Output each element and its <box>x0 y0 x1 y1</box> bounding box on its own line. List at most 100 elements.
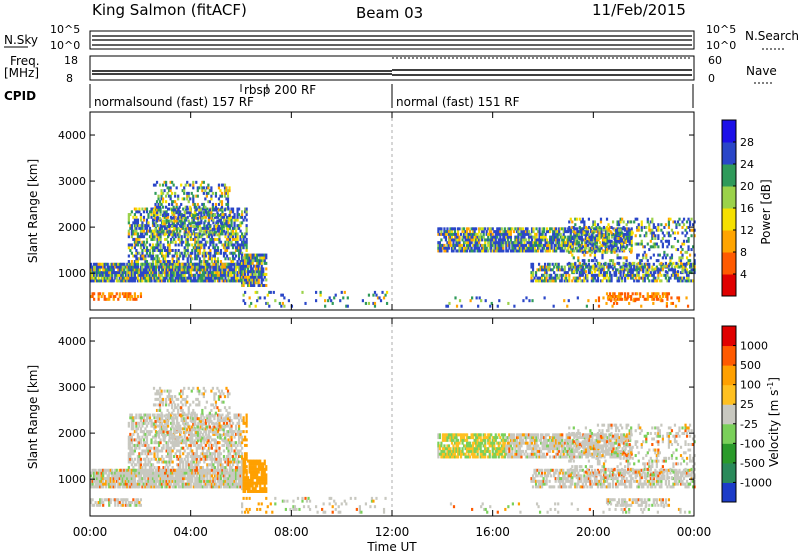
heatmap-cell <box>599 217 603 221</box>
heatmap-cell <box>605 292 609 296</box>
heatmap-cell <box>527 241 531 245</box>
heatmap-cell <box>578 225 581 229</box>
heatmap-cell <box>490 235 493 239</box>
heatmap-cell <box>154 229 158 233</box>
heatmap-cell <box>186 205 189 209</box>
heatmap-cell <box>103 273 106 277</box>
heatmap-cell <box>156 265 159 269</box>
heatmap-cell <box>97 468 100 472</box>
heatmap-cell <box>557 262 560 266</box>
heatmap-cell <box>135 268 138 272</box>
heatmap-cell <box>473 243 476 247</box>
heatmap-cell <box>575 234 578 238</box>
heatmap-cell <box>230 240 233 244</box>
heatmap-cell <box>580 273 583 277</box>
heatmap-cell <box>138 474 141 478</box>
heatmap-cell <box>497 249 500 253</box>
heatmap-cell <box>491 238 494 242</box>
heatmap-cell <box>619 220 622 224</box>
heatmap-cell <box>367 301 371 305</box>
heatmap-cell <box>111 471 114 475</box>
heatmap-cell <box>215 237 218 241</box>
heatmap-cell <box>227 262 230 266</box>
heatmap-cell <box>212 485 215 489</box>
heatmap-cell <box>487 238 490 242</box>
heatmap-cell <box>218 265 221 269</box>
heatmap-cell <box>633 220 636 224</box>
heatmap-cell <box>233 224 236 228</box>
heatmap-cell <box>231 235 235 239</box>
colorbar-swatch <box>722 274 736 297</box>
heatmap-cell <box>259 272 262 276</box>
heatmap-cell <box>200 210 203 214</box>
heatmap-cell <box>109 471 112 475</box>
heatmap-cell <box>216 211 219 215</box>
heatmap-cell <box>475 296 478 300</box>
heatmap-cell <box>575 237 578 241</box>
heatmap-cell <box>141 243 144 247</box>
heatmap-cell <box>129 297 132 301</box>
heatmap-cell <box>245 207 248 211</box>
heatmap-cell <box>102 292 105 296</box>
heatmap-cell <box>154 276 158 280</box>
heatmap-cell <box>605 265 609 269</box>
heatmap-cell <box>470 241 473 245</box>
heatmap-cell <box>189 224 192 228</box>
heatmap-cell <box>464 241 467 245</box>
heatmap-cell <box>222 279 226 283</box>
heatmap-cell <box>551 279 554 283</box>
heatmap-cell <box>180 219 183 223</box>
heatmap-cell <box>176 257 179 261</box>
heatmap-cell <box>693 268 696 272</box>
heatmap-cell <box>135 474 138 478</box>
heatmap-cell <box>549 241 552 245</box>
heatmap-cell <box>183 191 186 195</box>
heatmap-cell <box>123 479 126 483</box>
heatmap-cell <box>465 246 469 250</box>
heatmap-cell <box>444 230 448 234</box>
heatmap-cell <box>203 276 206 280</box>
heatmap-cell <box>685 268 689 272</box>
heatmap-cell <box>490 243 493 247</box>
heatmap-cell <box>136 210 140 214</box>
heatmap-cell <box>142 224 146 228</box>
heatmap-cell <box>217 186 221 190</box>
heatmap-cell <box>649 245 652 249</box>
heatmap-cell <box>575 242 578 246</box>
heatmap-cell <box>177 235 180 239</box>
heatmap-cell <box>569 250 572 254</box>
heatmap-cell <box>218 229 221 233</box>
heatmap-cell <box>210 279 213 283</box>
heatmap-cell <box>90 485 93 489</box>
heatmap-cell <box>216 215 220 219</box>
heatmap-cell <box>530 279 533 283</box>
heatmap-cell <box>539 238 543 242</box>
heatmap-cell <box>201 268 204 272</box>
heatmap-cell <box>550 268 553 272</box>
heatmap-cell <box>469 246 472 250</box>
heatmap-cell <box>542 273 545 277</box>
heatmap-cell <box>239 237 242 241</box>
heatmap-cell <box>506 241 509 245</box>
heatmap-cell <box>543 296 546 300</box>
heatmap-cell <box>171 265 174 269</box>
heatmap-cell <box>141 471 144 475</box>
heatmap-cell <box>183 235 186 239</box>
heatmap-cell <box>515 227 519 231</box>
heatmap-cell <box>135 471 138 475</box>
heatmap-cell <box>224 271 227 275</box>
heatmap-cell <box>448 301 451 305</box>
heatmap-cell <box>640 220 643 224</box>
heatmap-cell <box>561 246 564 250</box>
heatmap-cell <box>456 238 460 242</box>
heatmap-cell <box>546 230 549 234</box>
heatmap-cell <box>576 246 579 250</box>
heatmap-cell <box>99 279 102 283</box>
heatmap-cell <box>693 259 696 263</box>
heatmap-cell <box>522 299 525 303</box>
heatmap-cell <box>136 427 140 431</box>
heatmap-cell <box>121 276 124 280</box>
heatmap-cell <box>536 268 539 272</box>
heatmap-cell <box>163 219 166 223</box>
heatmap-cell <box>637 223 640 227</box>
